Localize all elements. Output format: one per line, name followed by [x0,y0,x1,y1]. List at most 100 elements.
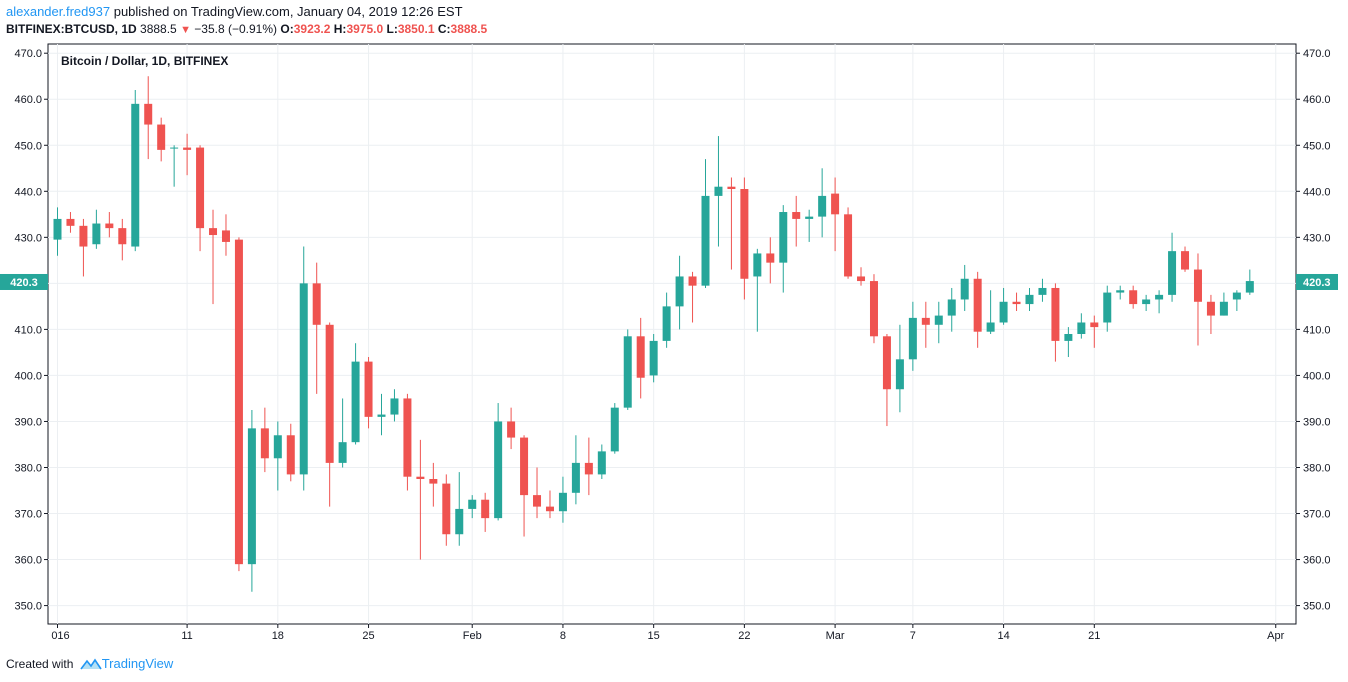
candle [494,403,503,521]
candle [455,472,464,546]
candle-body [740,189,749,279]
candle-body [1181,251,1190,270]
candle [805,209,814,242]
candle-body [986,322,995,332]
candle [1181,246,1190,272]
candle [558,476,567,523]
candle [273,421,282,491]
x-tick-label: Apr [1267,630,1284,642]
candle [597,444,606,479]
candle-body [662,306,671,341]
y-tick-label: 470.0 [14,48,42,60]
candle [818,168,827,238]
candle-body [170,147,179,149]
y-axis-right: 350.0360.0370.0380.0390.0400.0410.0420.0… [1296,48,1331,613]
candle-body [209,228,218,236]
candle-body [53,218,62,240]
price-change: −35.8 (−0.91%) [194,22,278,36]
last-price-text-left: 420.3 [10,277,38,289]
y-tick-label: 380.0 [14,462,42,474]
candle [1168,232,1177,302]
candle [481,492,490,532]
close-value: 3888.5 [450,22,488,36]
candle [377,393,386,436]
candle-body [118,228,127,245]
x-tick-label: 8 [560,630,566,642]
candle-body [1168,251,1177,295]
tradingview-brand[interactable]: TradingView [101,656,174,671]
candle-body [960,278,969,300]
created-with-text: Created with [6,657,74,671]
candle-body [1245,281,1254,293]
x-tick-label: 7 [910,630,916,642]
candle [1103,285,1112,332]
last-price: 3888.5 [140,22,177,36]
candle-body [247,428,256,565]
down-triangle-icon: ▼ [180,24,191,36]
symbol-name: BITFINEX:BTCUSD, 1D [6,22,137,36]
author-link[interactable]: alexander.fred937 [6,4,111,19]
candle-body [727,186,736,189]
candle-body [1051,287,1060,341]
candle-body [701,195,710,286]
x-tick-label: 21 [1088,630,1100,642]
y-tick-label: 470.0 [1303,48,1331,60]
y-tick-label: 400.0 [14,370,42,382]
candle-body [312,283,321,325]
candle [779,205,788,293]
candle-body [636,336,645,378]
low-label: L: [386,22,398,36]
y-tick-label: 390.0 [14,416,42,428]
candle [53,207,62,256]
candle-body [494,421,503,519]
candle-body [299,283,308,475]
candle-body [818,195,827,217]
low-value: 3850.1 [397,22,435,36]
y-tick-label: 430.0 [14,232,42,244]
candle [468,495,477,519]
y-tick-label: 460.0 [14,94,42,106]
candle-body [351,361,360,443]
candle [571,435,580,505]
candle-body [157,124,166,150]
candle-body [882,336,891,390]
candles [53,76,1254,592]
open-value: 3923.2 [293,22,331,36]
candle [675,255,684,330]
chart-frame [47,43,1297,625]
high-label: H: [333,22,347,36]
candle [1129,285,1138,309]
candle [895,324,904,413]
candle-body [558,492,567,512]
candle-body [571,462,580,493]
last-price-text-right: 420.3 [1303,277,1331,289]
candle-body [429,479,438,484]
candle-body [869,281,878,337]
candle [66,212,75,233]
candle-body [455,508,464,535]
x-tick-label: 25 [362,630,374,642]
candle-body [1012,301,1021,305]
candle [1090,315,1099,348]
candle-body [1064,334,1073,341]
candle-body [895,359,904,390]
candle-body [144,103,153,125]
candle-body [623,336,632,408]
candle [507,407,516,450]
candle [131,90,140,252]
candle-body [1232,292,1241,300]
candle-body [390,398,399,415]
candle [999,287,1008,325]
candle [947,287,956,332]
candle-body [597,451,606,475]
chart-title: Bitcoin / Dollar, 1D, BITFINEX [61,54,228,68]
candle [118,218,127,261]
open-label: O: [280,22,294,36]
candle [701,159,710,288]
candle [390,389,399,422]
candle-body [105,223,114,229]
candle-body [831,193,840,215]
candle-body [1142,299,1151,305]
candle-body [1116,290,1125,293]
